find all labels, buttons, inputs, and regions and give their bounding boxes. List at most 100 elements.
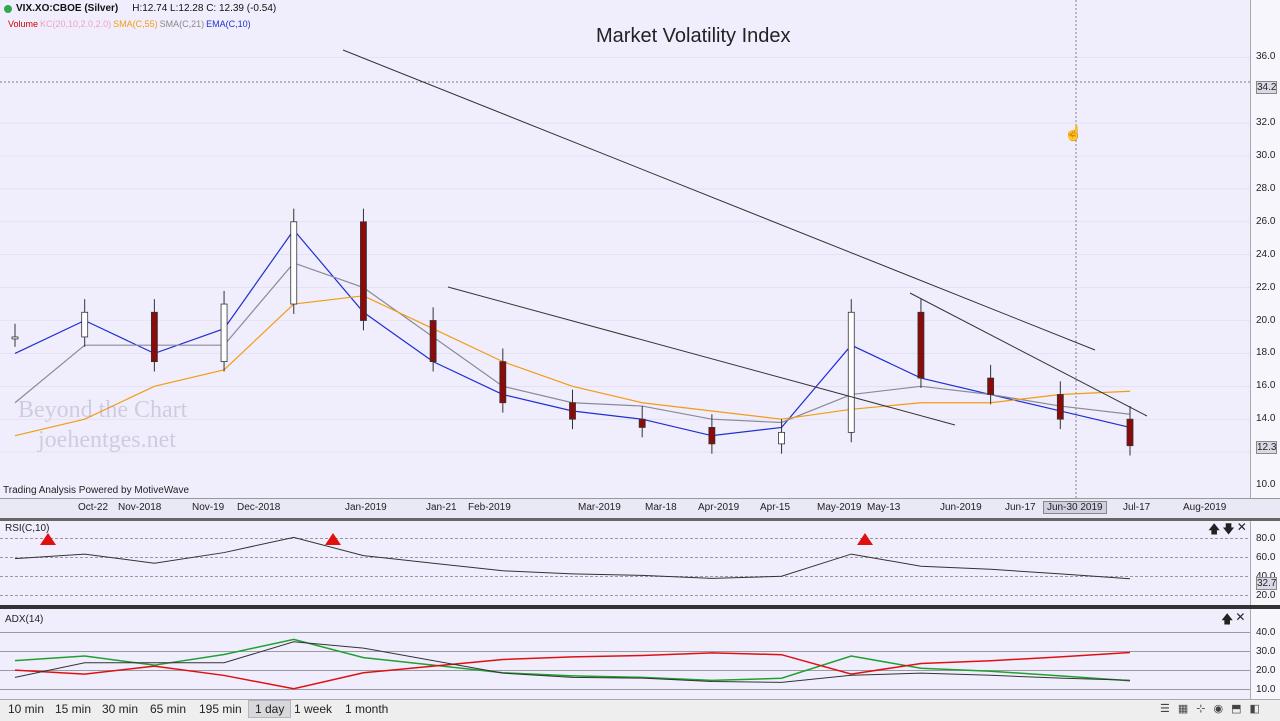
watermark-line2: joehentges.net bbox=[38, 427, 176, 453]
x-tick-label: Mar-18 bbox=[645, 502, 677, 513]
adx-label: ADX(14) bbox=[5, 614, 44, 625]
adx-y-axis[interactable] bbox=[1250, 609, 1280, 699]
rsi-tick-label: 40.0 bbox=[1256, 570, 1276, 582]
timeframe-button[interactable]: 15 min bbox=[55, 702, 92, 716]
price-series bbox=[11, 208, 1134, 456]
x-tick-label: Jun-2019 bbox=[940, 502, 982, 513]
grid-icon[interactable]: ▦ bbox=[1177, 703, 1189, 715]
indicator-legend-item[interactable]: Volume bbox=[8, 19, 39, 29]
adx-plus-di-line bbox=[14, 638, 1131, 682]
cursor-icon[interactable]: ⊹ bbox=[1196, 703, 1206, 715]
timeframe-button[interactable]: 65 min bbox=[150, 702, 187, 716]
move-panel-down-icon[interactable]: 🡇 bbox=[1222, 522, 1235, 536]
timeframe-button[interactable]: 195 min bbox=[199, 702, 242, 716]
candle bbox=[917, 311, 925, 379]
candle bbox=[81, 311, 89, 338]
rsi-overbought-marker bbox=[325, 533, 341, 545]
close-panel-icon[interactable]: ✕ bbox=[1235, 610, 1246, 624]
adx-tick-label: 10.0 bbox=[1256, 683, 1276, 695]
y-tick-label: 26.0 bbox=[1256, 215, 1276, 227]
indicator-legend-item[interactable]: SMA(C,21) bbox=[159, 19, 205, 29]
x-tick-label: Jun-17 bbox=[1005, 502, 1036, 513]
x-tick-label: Nov-2018 bbox=[118, 502, 162, 513]
move-panel-up-icon[interactable]: 🡅 bbox=[1221, 612, 1234, 626]
y-tick-label: 24.0 bbox=[1256, 248, 1276, 260]
rsi-tick-label: 80.0 bbox=[1256, 532, 1276, 544]
adx-tick-label: 30.0 bbox=[1256, 645, 1276, 657]
symbol-name[interactable]: VIX.XO:CBOE (Silver) bbox=[16, 3, 119, 14]
palette-icon[interactable]: ◧ bbox=[1249, 703, 1260, 715]
y-tick-label: 34.2 bbox=[1256, 80, 1278, 94]
menu-icon[interactable]: ☰ bbox=[1160, 703, 1170, 715]
price-chart[interactable] bbox=[0, 0, 1250, 498]
toolbar-icons: ☰ ▦ ⊹ ◉ ⬒ ◧ bbox=[1160, 702, 1260, 715]
timeframe-button[interactable]: 1 week bbox=[294, 702, 333, 716]
timeframe-button[interactable]: 1 day bbox=[248, 700, 292, 718]
candle bbox=[638, 418, 646, 428]
series-line-sma-c-55- bbox=[14, 295, 1131, 437]
status-dot-icon bbox=[4, 4, 12, 13]
candle bbox=[987, 377, 995, 395]
move-panel-up-icon[interactable]: 🡅 bbox=[1208, 522, 1221, 536]
price-stats: H:12.74 L:12.28 C: 12.39 (-0.54) bbox=[132, 3, 277, 14]
adx-line bbox=[14, 641, 1131, 683]
trendline-short bbox=[909, 292, 1148, 417]
indicator-legend-item[interactable]: EMA(C,10) bbox=[206, 19, 251, 29]
symbol-header: VIX.XO:CBOE (Silver) H:12.74 L:12.28 C: … bbox=[4, 3, 276, 14]
x-tick-label: Apr-15 bbox=[760, 502, 791, 513]
y-tick-label: 30.0 bbox=[1256, 150, 1276, 161]
candle bbox=[290, 221, 298, 305]
candle bbox=[429, 320, 437, 363]
candle bbox=[360, 221, 367, 321]
candle bbox=[499, 361, 507, 404]
expand-icon[interactable]: ⬒ bbox=[1231, 703, 1242, 715]
price-grid bbox=[0, 56, 1250, 453]
timeframe-button[interactable]: 10 min bbox=[8, 702, 45, 716]
adx-tick-label: 40.0 bbox=[1256, 626, 1276, 638]
x-tick-label: Jul-17 bbox=[1123, 502, 1151, 513]
rsi-label: RSI(C,10) bbox=[5, 523, 50, 534]
indicator-legend-item[interactable]: SMA(C,55) bbox=[113, 19, 158, 29]
x-tick-label: Jan-2019 bbox=[345, 502, 387, 513]
rsi-panel-controls: 🡅 🡇 ✕ bbox=[1208, 520, 1247, 541]
x-tick-label: Jan-21 bbox=[426, 502, 457, 513]
timeframe-button[interactable]: 30 min bbox=[102, 702, 139, 716]
candle bbox=[569, 402, 576, 420]
hand-cursor-icon: ☝ bbox=[1064, 125, 1083, 142]
rsi-panel[interactable] bbox=[0, 521, 1250, 605]
y-tick-label: 14.0 bbox=[1256, 413, 1276, 425]
candle bbox=[220, 303, 228, 363]
y-tick-label: 12.3 bbox=[1256, 441, 1278, 455]
adx-panel[interactable] bbox=[0, 609, 1250, 699]
y-tick-label: 18.0 bbox=[1256, 347, 1276, 359]
rsi-overbought-marker bbox=[40, 533, 56, 545]
rsi-tick-label: 60.0 bbox=[1256, 551, 1276, 563]
panel-divider[interactable] bbox=[0, 518, 1280, 521]
indicator-legend: Volume KC(20,10,2.0,2.0) SMA(C,55) SMA(C,21… bbox=[8, 19, 253, 29]
rsi-y-axis[interactable] bbox=[1250, 521, 1280, 605]
x-tick-label: Dec-2018 bbox=[237, 502, 281, 513]
eye-icon[interactable]: ◉ bbox=[1213, 703, 1224, 715]
close-panel-icon[interactable]: ✕ bbox=[1236, 520, 1247, 534]
trendline-mid bbox=[447, 286, 956, 426]
rsi-tick-label: 20.0 bbox=[1256, 589, 1276, 601]
candle bbox=[11, 336, 19, 340]
indicator-legend-item[interactable]: KC(20,10,2.0,2.0) bbox=[40, 19, 112, 29]
rsi-overbought-marker bbox=[857, 533, 873, 545]
x-tick-label: Apr-2019 bbox=[698, 502, 740, 513]
adx-minus-di-line bbox=[14, 651, 1131, 690]
candle bbox=[1126, 418, 1134, 447]
bottom-toolbar bbox=[0, 699, 1280, 721]
x-tick-label: Aug-2019 bbox=[1183, 502, 1227, 513]
y-tick-label: 36.0 bbox=[1256, 51, 1276, 63]
watermark-line1: Beyond the Chart bbox=[18, 397, 188, 423]
panel-divider[interactable] bbox=[0, 605, 1280, 609]
rsi-tick-label: 32.7 bbox=[1256, 577, 1278, 591]
x-tick-label: Feb-2019 bbox=[468, 502, 511, 513]
x-tick-label: May-2019 bbox=[817, 502, 862, 513]
timeframe-button[interactable]: 1 month bbox=[345, 702, 389, 716]
crosshair-date-label: Jun-30 2019 bbox=[1043, 501, 1107, 514]
candle bbox=[1056, 394, 1064, 420]
y-tick-label: 22.0 bbox=[1256, 281, 1276, 293]
